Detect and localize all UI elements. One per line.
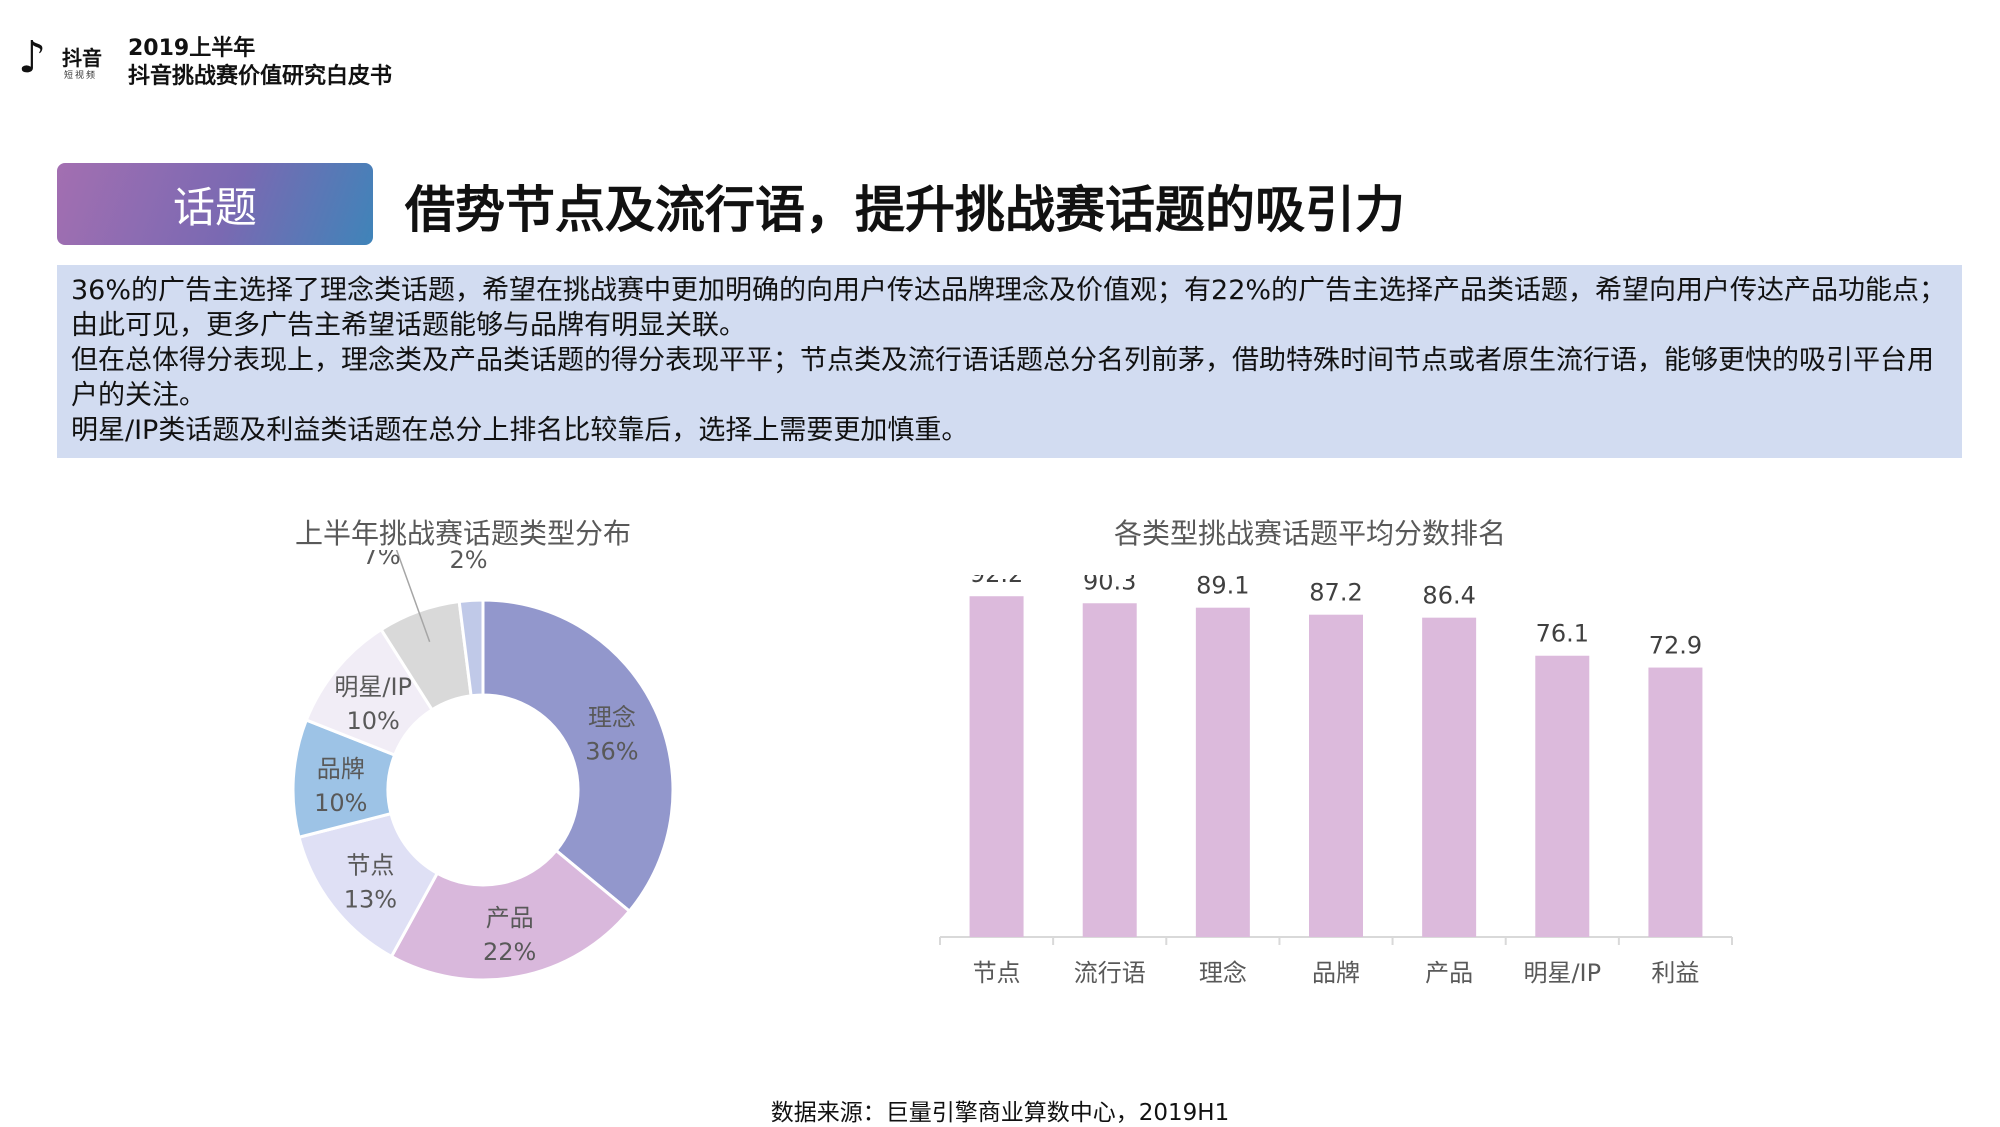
slice-label: 产品 — [486, 904, 534, 932]
slice-label: 品牌 — [317, 755, 365, 783]
bar-value-label: 90.3 — [1083, 575, 1136, 595]
douyin-logo: ♪ 抖音 短视频 — [18, 36, 108, 86]
bar-value-label: 89.1 — [1196, 575, 1249, 600]
slice-label: 理念 — [588, 703, 636, 731]
bar-3 — [1195, 607, 1250, 937]
slice-percent: 10% — [347, 707, 400, 735]
summary-box: 36%的广告主选择了理念类话题，希望在挑战赛中更加明确的向用户传达品牌理念及价值… — [57, 265, 1962, 458]
bar-7 — [1648, 667, 1703, 937]
category-label: 流行语 — [1074, 959, 1146, 987]
category-label: 理念 — [1199, 959, 1247, 987]
bar-value-label: 86.4 — [1422, 582, 1475, 610]
slice-label: 明星/IP — [334, 673, 412, 701]
data-source: 数据来源：巨量引擎商业算数中心，2019H1 — [770, 1100, 1230, 1126]
bar-1 — [969, 596, 1024, 937]
summary-paragraph-1: 36%的广告主选择了理念类话题，希望在挑战赛中更加明确的向用户传达品牌理念及价值… — [71, 275, 1947, 341]
music-note-icon: ♪ — [18, 32, 47, 83]
slice-percent: 13% — [344, 885, 397, 913]
summary-paragraph-2: 但在总体得分表现上，理念类及产品类话题的得分表现平平；节点类及流行语话题总分名列… — [71, 345, 1934, 411]
slice-percent: 7% — [363, 550, 401, 570]
page-headline: 借势节点及流行语，提升挑战赛话题的吸引力 — [405, 181, 1405, 239]
category-label: 产品 — [1425, 959, 1473, 987]
category-label: 品牌 — [1312, 959, 1360, 987]
slice-percent: 2% — [450, 550, 488, 574]
logo-subtext: 短视频 — [64, 71, 98, 81]
bar-value-label: 76.1 — [1536, 620, 1589, 648]
bar-chart-title: 各类型挑战赛话题平均分数排名 — [1114, 517, 1507, 550]
bar-value-label: 87.2 — [1309, 579, 1362, 607]
category-label: 利益 — [1651, 959, 1699, 987]
report-year: 2019上半年 — [128, 36, 256, 61]
section-tag: 话题 — [57, 163, 373, 245]
slice-percent: 36% — [585, 737, 638, 765]
bar-4 — [1309, 614, 1363, 937]
category-label: 节点 — [973, 959, 1021, 987]
category-label: 明星/IP — [1523, 959, 1601, 987]
report-title: 抖音挑战赛价值研究白皮书 — [128, 64, 393, 89]
bar-value-label: 72.9 — [1649, 632, 1702, 660]
summary-paragraph-3: 明星/IP类话题及利益类话题在总分上排名比较靠后，选择上需要更加慎重。 — [71, 415, 969, 446]
slice-percent: 22% — [483, 938, 536, 966]
logo-text: 抖音 — [62, 46, 102, 70]
bar-6 — [1535, 655, 1590, 937]
slice-label: 节点 — [346, 851, 394, 879]
leader-line — [395, 550, 431, 643]
slice-percent: 10% — [314, 789, 367, 817]
bar-2 — [1082, 603, 1137, 937]
donut-slice — [481, 598, 675, 914]
bar-chart: 92.2 节点 90.3 流行语 89.1 理念 87.2 品牌 86.4 产品 76.1 明星/IP… — [939, 575, 1733, 987]
bar-5 — [1422, 617, 1477, 937]
donut-chart-title: 上半年挑战赛话题类型分布 — [295, 517, 632, 550]
donut-slice — [389, 848, 632, 982]
bar-value-label: 92.2 — [970, 575, 1023, 588]
section-tag-label: 话题 — [172, 182, 257, 232]
donut-slice — [457, 598, 485, 698]
